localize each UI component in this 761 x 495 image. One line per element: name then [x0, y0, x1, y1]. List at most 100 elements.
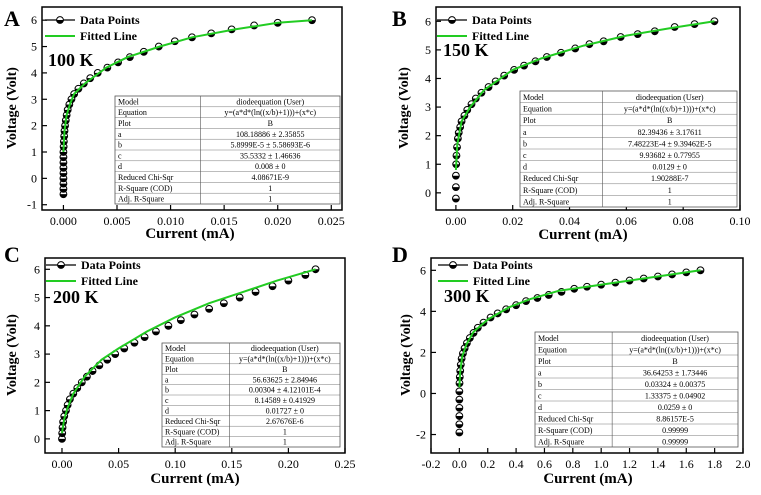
- fit-table-key: d: [165, 407, 169, 416]
- y-tick-label: 3: [425, 100, 431, 114]
- legend-label-fit: Fitted Line: [81, 274, 139, 288]
- fit-table-value: 108.18886 ± 2.35855: [236, 130, 304, 139]
- fit-table-value: diodeequation (User): [236, 97, 304, 106]
- fit-table-value: 56.63625 ± 2.84946: [253, 375, 317, 384]
- fit-table-value: 0.0129 ± 0: [653, 163, 687, 172]
- data-point-fill: [60, 167, 67, 172]
- x-tick-label: 0.00: [445, 214, 466, 228]
- legend-label-data: Data Points: [473, 258, 533, 272]
- y-tick-label: 1: [31, 145, 37, 159]
- data-point-fill: [164, 325, 172, 330]
- x-tick-label: 0.20: [278, 457, 299, 471]
- fit-table-key: c: [165, 396, 169, 405]
- y-tick-label: 5: [34, 291, 40, 305]
- x-tick-label: 0.10: [165, 457, 186, 471]
- plot-frame: [44, 257, 346, 454]
- fit-table-key: Reduced Chi-Sqr: [538, 414, 594, 423]
- data-point-fill: [89, 371, 96, 375]
- data-point-fill: [60, 157, 67, 161]
- fit-table-key: Plot: [165, 365, 179, 374]
- fit-table-key: Equation: [538, 345, 567, 354]
- data-point-fill: [455, 391, 463, 395]
- x-tick-label: 2.0: [736, 457, 751, 471]
- fit-table-value: 0.00304 ± 4.12101E-4: [249, 386, 321, 395]
- fit-table-value: B: [672, 357, 677, 366]
- legend-label-fit: Fitted Line: [472, 29, 530, 43]
- fit-table-value: 0.0259 ± 0: [658, 403, 692, 412]
- temperature-label: 200 K: [53, 287, 99, 307]
- data-point-fill: [455, 424, 463, 428]
- x-tick-label: 1.8: [707, 457, 722, 471]
- data-point-fill: [455, 416, 463, 420]
- y-axis-label: Voltage (Volt): [5, 314, 20, 396]
- x-axis-label: Current (mA): [538, 227, 627, 243]
- legend-label-data: Data Points: [472, 13, 532, 27]
- x-tick-label: 0.6: [537, 457, 552, 471]
- y-tick-label: 4: [31, 66, 37, 80]
- fit-table-key: d: [523, 163, 527, 172]
- chart-panel-a: A 0.000 0.005 0.010 0.015 0.020 0.025 -1 0 1 2 3 4 5 6…: [4, 6, 345, 242]
- y-axis-label: Voltage (Volt): [399, 314, 414, 396]
- fit-table-value: y=(a*d*(ln((x/b)+1)))+(x*c): [629, 345, 721, 354]
- fit-table-key: b: [118, 141, 122, 150]
- fitted-line: [62, 19, 313, 153]
- data-point-fill: [452, 187, 460, 191]
- y-axis-label: Voltage (Volt): [5, 67, 20, 149]
- y-tick-label: 4: [420, 304, 426, 318]
- fit-table-key: Adj. R-Square: [118, 195, 165, 204]
- panel-label: D: [392, 242, 408, 267]
- data-point-fill: [111, 354, 119, 358]
- fit-table-value: 0.01727 ± 0: [266, 407, 304, 416]
- fit-table-value: 1.90288E-7: [651, 174, 689, 183]
- y-tick-label: 2: [425, 129, 431, 143]
- data-point-fill: [177, 320, 185, 324]
- fit-table-value: 0.008 ± 0: [255, 162, 285, 171]
- fit-table-value: diodeequation (User): [641, 334, 709, 343]
- data-point-fill: [131, 342, 138, 347]
- x-tick-label: 0.025: [318, 214, 345, 228]
- data-point-fill: [205, 308, 213, 313]
- x-tick-label: 0.05: [108, 457, 129, 471]
- data-point-fill: [58, 438, 66, 443]
- fit-table-value: 7.48223E-4 ± 9.39462E-5: [628, 139, 712, 148]
- fit-table-key: R-Square (COD): [523, 186, 578, 195]
- fit-table-key: Plot: [118, 119, 132, 128]
- fit-table-key: R-Square (COD): [538, 426, 593, 435]
- fit-table-value: 0.99999: [662, 437, 688, 446]
- fit-table-key: c: [523, 151, 527, 160]
- fit-table-value: 8.14589 ± 0.41929: [255, 396, 315, 405]
- fit-table-value: diodeequation (User): [636, 93, 704, 102]
- fit-table-key: Adj. R-Square: [165, 438, 212, 447]
- fitted-line: [61, 268, 316, 434]
- fit-table-value: y=(a*d*(ln((x/b)+1)))+(x*c): [239, 355, 331, 364]
- chart-panel-c: C 0.00 0.05 0.10 0.15 0.20 0.25 0 1 2 3 4 5 6 Current …: [4, 242, 356, 487]
- y-tick-label: 4: [425, 71, 431, 85]
- x-tick-label: 0.0: [452, 457, 467, 471]
- data-point-fill: [269, 286, 276, 290]
- data-point-fill: [152, 331, 160, 335]
- y-tick-label: 6: [420, 263, 426, 277]
- y-tick-label: 5: [425, 43, 431, 57]
- x-tick-label: 0.25: [335, 457, 356, 471]
- panel-label: A: [4, 6, 20, 31]
- temperature-label: 300 K: [444, 286, 490, 306]
- data-point-fill: [634, 34, 642, 38]
- x-tick-label: 0.00: [51, 457, 72, 471]
- data-point-fill: [120, 348, 128, 352]
- data-point-fill: [284, 280, 292, 285]
- fit-table-value: y=(a*d*(ln((x/b)+1)))+(x*c): [224, 108, 316, 117]
- fit-table-value: 36.64253 ± 1.73446: [643, 368, 707, 377]
- fit-table-key: a: [523, 128, 527, 137]
- data-point-fill: [220, 303, 228, 307]
- fit-table-value: 1.33375 ± 0.04902: [645, 391, 705, 400]
- y-tick-label: 6: [425, 14, 431, 28]
- panel-label: C: [4, 242, 20, 267]
- data-point-fill: [452, 198, 460, 202]
- fit-table-key: Adj. R-Square: [538, 437, 585, 446]
- y-tick-label: 6: [31, 13, 37, 27]
- data-point-fill: [452, 175, 460, 180]
- x-tick-label: 0.08: [673, 214, 694, 228]
- plot-frame: [430, 257, 744, 454]
- fit-table-key: Reduced Chi-Sqr: [165, 417, 221, 426]
